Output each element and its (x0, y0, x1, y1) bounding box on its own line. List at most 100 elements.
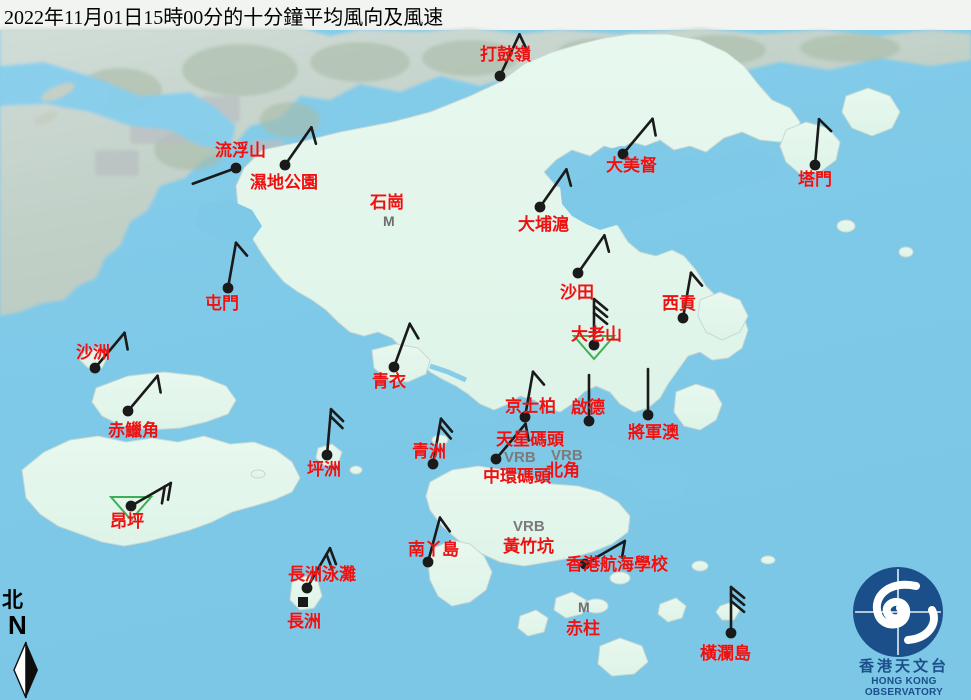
land-new-territories (235, 33, 801, 413)
station-marker (230, 162, 242, 174)
barb-shaft (494, 422, 527, 461)
barb-shaft (498, 33, 521, 78)
station-label: 打鼓嶺 (480, 45, 531, 64)
station-label: 啟德 (571, 398, 605, 417)
barb-shaft (583, 539, 627, 566)
compass-arrow (13, 641, 38, 699)
hko-logo-cn: 香港天文台 (858, 659, 949, 675)
station-marker (122, 405, 134, 417)
wind-barb (571, 297, 617, 361)
station-label: 大老山 (571, 325, 622, 344)
wind-barb (388, 322, 420, 373)
wind-barb (519, 370, 546, 423)
wind-barb (279, 126, 318, 171)
station-label: 黃竹坑 (503, 537, 554, 556)
hko-logo: 香港天文台 HONG KONG OBSERVATORY (841, 562, 967, 698)
barb-feather (438, 516, 452, 533)
vrb-wind-label: VRB (551, 447, 583, 464)
map-title-bar: 2022年11月01日15時00分的十分鐘平均風向及風速 (0, 0, 971, 30)
wind-barb-layer (89, 33, 833, 639)
station-label: 昂坪 (110, 512, 144, 531)
barb-shaft (576, 234, 606, 275)
barb-feather (531, 370, 546, 386)
hko-logo-en: HONG KONG OBSERVATORY (864, 675, 944, 698)
station-label: 北角 (546, 461, 580, 480)
water-channels (336, 353, 468, 383)
barb-shaft (93, 331, 126, 370)
station-label: 京士柏 (505, 397, 556, 416)
water-victoria-harbour (424, 438, 690, 502)
station-label: 長洲泳灘 (288, 565, 356, 584)
station-label: 大埔滬 (518, 215, 569, 234)
barb-feather (565, 168, 573, 188)
station-marker (809, 159, 821, 171)
barb-shaft (191, 166, 238, 186)
barb-feather (729, 585, 746, 600)
station-label: 將軍澳 (628, 423, 679, 442)
land-sai-kung-islands (697, 291, 749, 341)
compass-label-en: N (8, 610, 27, 640)
barb-shaft (523, 370, 535, 419)
water-deep-bay (196, 200, 262, 244)
station-marker (125, 500, 137, 512)
station-label: 坪洲 (307, 460, 341, 479)
station-label: 塔門 (798, 170, 832, 189)
hk-landmass-group (21, 33, 914, 677)
barb-feather (166, 481, 173, 502)
barb-feather (156, 374, 162, 394)
station-marker (642, 409, 654, 421)
station-label: 中環碼頭 (483, 467, 551, 486)
station-marker (677, 312, 689, 324)
title-strip-bg (0, 0, 971, 30)
barb-shaft (226, 241, 238, 290)
wind-barb (494, 33, 529, 82)
land-sha-chau (79, 347, 109, 369)
barb-feather (592, 304, 609, 319)
station-marker (519, 411, 531, 423)
land-po-toi (597, 637, 649, 677)
barb-feather (729, 592, 746, 607)
land-lantau (21, 435, 301, 547)
station-marker (572, 267, 584, 279)
wind-barb (490, 422, 530, 465)
wind-barb (583, 373, 595, 427)
compass-label-cn: 北 (2, 588, 23, 612)
station-label: 青洲 (412, 442, 446, 461)
station-marker (388, 361, 400, 373)
station-label: 青衣 (372, 372, 406, 391)
station-label: 橫瀾島 (700, 644, 751, 663)
station-label: 長洲 (287, 612, 321, 631)
station-label: 赤鱲角 (108, 421, 159, 440)
wind-barb (191, 162, 242, 186)
hill-station-marker (108, 496, 154, 522)
barb-feather (439, 417, 454, 433)
land-south-islet-2 (657, 597, 687, 623)
barb-feather (234, 241, 249, 257)
wind-barb (427, 417, 454, 470)
station-marker (534, 201, 546, 213)
map-title: 2022年11月01日15時00分的十分鐘平均風向及風速 (4, 6, 444, 29)
wind-barb (321, 407, 345, 461)
station-label: 香港航海學校 (566, 555, 668, 574)
water-tolo-harbour (560, 148, 780, 230)
barb-shaft (538, 168, 568, 209)
station-label: 屯門 (205, 294, 239, 313)
wind-barb (301, 546, 338, 594)
station-marker (583, 415, 595, 427)
station-label: 天星碼頭 (496, 430, 564, 449)
land-south-islet-1 (517, 609, 549, 637)
land-hong-kong-island (425, 465, 631, 567)
station-marker (222, 282, 234, 294)
barb-feather (592, 311, 609, 326)
station-marker (725, 627, 737, 639)
wind-barb (298, 597, 308, 607)
barb-shaft (426, 516, 442, 564)
station-marker (617, 148, 629, 160)
barb-feather (408, 322, 420, 340)
barb-feather (518, 33, 529, 51)
station-label: 南丫島 (408, 540, 459, 559)
barb-shaft (126, 374, 159, 413)
station-marker (579, 558, 591, 570)
barb-feather (160, 485, 167, 505)
